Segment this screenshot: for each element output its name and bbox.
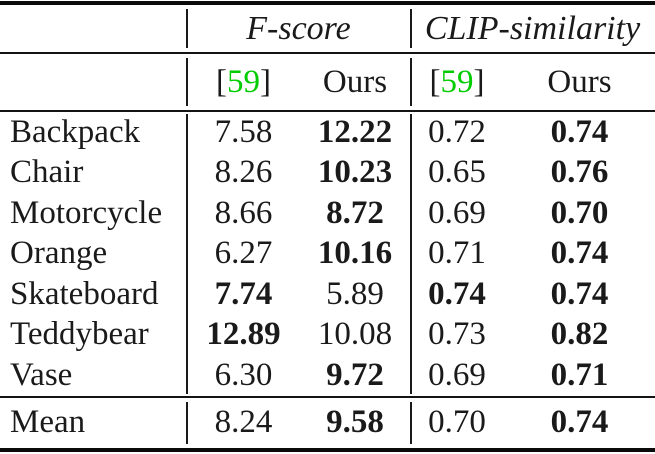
fscore-ours-value: 10.08 xyxy=(317,316,393,353)
clip-ref-value: 0.72 xyxy=(428,113,486,150)
clip-ref-value: 0.69 xyxy=(428,194,486,231)
table-row-vase: Vase 6.30 9.72 0.69 0.71 xyxy=(0,355,655,396)
clip-ref-value: 0.69 xyxy=(428,356,486,393)
fscore-ref-value: 6.27 xyxy=(214,235,273,272)
table-row-chair: Chair 8.26 10.23 0.65 0.76 xyxy=(0,153,655,194)
clip-ours-value: 0.70 xyxy=(550,194,609,231)
fscore-ours-value: 12.22 xyxy=(317,113,393,150)
column-divider xyxy=(410,114,412,394)
clip-ours-column-header: Ours xyxy=(547,63,612,100)
clip-ours-value: 0.74 xyxy=(550,275,609,312)
row-label: Vase xyxy=(10,356,73,393)
clip-ref-value: 0.71 xyxy=(428,235,486,272)
table-row-teddybear: Teddybear 12.89 10.08 0.73 0.82 xyxy=(0,315,655,356)
row-label: Chair xyxy=(10,154,84,191)
row-label: Backpack xyxy=(10,113,141,150)
fscore-ref-value: 7.74 xyxy=(214,275,273,312)
clip-ours-value: 0.82 xyxy=(550,316,609,353)
clip-ours-value: 0.71 xyxy=(550,356,609,393)
fscore-ref-value: 6.30 xyxy=(214,356,273,393)
bracket-close: ] xyxy=(473,63,485,100)
table-row-backpack: Backpack 7.58 12.22 0.72 0.74 xyxy=(0,112,655,153)
column-divider xyxy=(186,114,188,394)
table-row-orange: Orange 6.27 10.16 0.71 0.74 xyxy=(0,234,655,275)
table-bottom-rule xyxy=(0,447,655,452)
mean-rule xyxy=(0,395,655,398)
clip-ref-value: 0.65 xyxy=(428,154,486,191)
row-label: Orange xyxy=(10,235,108,272)
clip-ref-column-header: [59] xyxy=(410,54,504,110)
fscore-ref-value: 8.26 xyxy=(214,154,273,191)
bracket-open: [ xyxy=(216,63,227,100)
clip-ours-value: 0.74 xyxy=(550,235,609,272)
column-divider xyxy=(186,9,188,48)
column-divider xyxy=(410,401,412,444)
table-body: Backpack 7.58 12.22 0.72 0.74 Chair 8.26… xyxy=(0,112,655,396)
corner-cell xyxy=(0,5,187,52)
clip-ref-value: 0.73 xyxy=(428,316,486,353)
fscore-ours-value: 10.23 xyxy=(317,154,393,191)
column-divider xyxy=(186,401,188,444)
clip-ours-value: 0.76 xyxy=(550,154,609,191)
fscore-ours-value: 10.16 xyxy=(317,235,393,272)
column-divider xyxy=(410,58,412,106)
row-label: Teddybear xyxy=(10,316,149,353)
fscore-ref-value: 8.66 xyxy=(214,194,273,231)
fscore-ref-value: 12.89 xyxy=(206,316,281,353)
fscore-ours-value: 9.72 xyxy=(326,356,384,393)
fscore-ref-value: 8.24 xyxy=(214,404,273,440)
fscore-ref-column-header: [59] xyxy=(187,54,300,110)
fscore-ours-value: 5.89 xyxy=(326,275,384,312)
header-rule xyxy=(0,52,655,54)
fscore-group-header: F-score xyxy=(246,9,351,47)
column-divider xyxy=(410,9,412,48)
table-top-rule xyxy=(0,1,655,5)
fscore-ref-value: 7.58 xyxy=(214,113,273,150)
subheader-rule xyxy=(0,110,655,112)
table-subheader-row: [59] Ours [59] Ours xyxy=(0,54,655,110)
corner-cell xyxy=(0,54,187,110)
table-mean-row: Mean 8.24 9.58 0.70 0.74 xyxy=(0,398,655,448)
fscore-ours-value: 8.72 xyxy=(326,194,384,231)
table-group-header-row: F-score CLIP-similarity xyxy=(0,5,655,52)
clip-ref-value: 0.70 xyxy=(428,404,486,440)
fscore-ours-column-header: Ours xyxy=(322,63,388,100)
clip-similarity-group-header: CLIP-similarity xyxy=(424,9,641,47)
clip-ours-value: 0.74 xyxy=(550,404,609,440)
row-label: Skateboard xyxy=(10,275,159,312)
bracket-close: ] xyxy=(260,63,271,100)
table-row-motorcycle: Motorcycle 8.66 8.72 0.69 0.70 xyxy=(0,193,655,234)
table-row-skateboard: Skateboard 7.74 5.89 0.74 0.74 xyxy=(0,274,655,315)
row-label: Mean xyxy=(10,404,86,440)
citation-link-59[interactable]: 59 xyxy=(440,63,474,100)
row-label: Motorcycle xyxy=(10,194,163,231)
bracket-open: [ xyxy=(429,63,441,100)
citation-link-59[interactable]: 59 xyxy=(227,63,260,100)
table-row-mean: Mean 8.24 9.58 0.70 0.74 xyxy=(0,398,655,448)
clip-ref-value: 0.74 xyxy=(428,275,486,312)
clip-ours-value: 0.74 xyxy=(550,113,609,150)
fscore-ours-value: 9.58 xyxy=(326,404,384,440)
column-divider xyxy=(186,58,188,106)
